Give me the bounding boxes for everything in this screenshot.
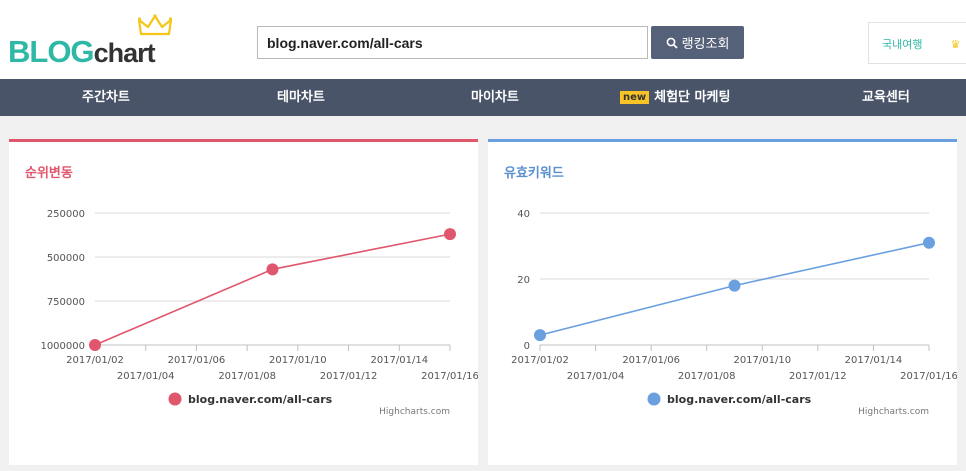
data-point[interactable] bbox=[444, 228, 456, 241]
header: BLOGchart 랭킹조회 국내여행 ♛ bbox=[0, 0, 966, 79]
x-tick-label: 2017/01/08 bbox=[218, 371, 276, 382]
nav-label: 테마차트 bbox=[277, 90, 325, 105]
legend-marker[interactable] bbox=[168, 392, 182, 406]
nav-label: 체험단 마케팅 bbox=[654, 90, 731, 105]
panel-title: 순위변동 bbox=[25, 166, 73, 181]
x-tick-label: 2017/01/04 bbox=[567, 371, 625, 382]
keyword-panel: 유효키워드 0 20 40 2017/01/02 2017/01/04 2017/01/0… bbox=[488, 139, 957, 465]
x-tick-label: 2017/01/16 bbox=[421, 371, 478, 382]
data-point[interactable] bbox=[266, 263, 279, 276]
blogchart-logo[interactable]: BLOGchart bbox=[8, 14, 172, 70]
panel-title: 유효키워드 bbox=[504, 166, 564, 181]
data-point[interactable] bbox=[728, 279, 741, 292]
logo-part-blog: BLOG bbox=[8, 34, 95, 69]
x-tick-label: 2017/01/10 bbox=[269, 355, 327, 366]
main-nav: 주간차트 테마차트 마이차트 new 체험단 마케팅 교육센터 bbox=[0, 79, 966, 116]
rank-lookup-label: 랭킹조회 bbox=[681, 37, 730, 52]
x-tick-label: 2017/01/12 bbox=[789, 371, 847, 382]
blog-url-input[interactable] bbox=[257, 26, 648, 59]
nav-label: 마이차트 bbox=[471, 90, 519, 105]
data-point[interactable] bbox=[923, 236, 935, 249]
nav-weekly-chart[interactable]: 주간차트 bbox=[82, 79, 130, 116]
highcharts-credit[interactable]: Highcharts.com bbox=[379, 407, 450, 417]
nav-education-center[interactable]: 교육센터 bbox=[862, 79, 910, 116]
new-badge: new bbox=[620, 91, 650, 104]
y-tick-label: 20 bbox=[517, 275, 530, 286]
rank-change-panel: 순위변동 250000 500000 750000 1000000 2017/01/02… bbox=[9, 139, 478, 465]
theme-chart-shortcut[interactable]: 국내여행 ♛ bbox=[868, 22, 966, 64]
x-tick-label: 2017/01/08 bbox=[678, 371, 736, 382]
x-tick-label: 2017/01/16 bbox=[900, 371, 957, 382]
x-tick-label: 2017/01/06 bbox=[168, 355, 226, 366]
nav-label: 주간차트 bbox=[82, 90, 130, 105]
data-point[interactable] bbox=[89, 339, 101, 351]
search-icon bbox=[666, 37, 678, 49]
nav-label: 교육센터 bbox=[862, 90, 910, 105]
y-tick-label: 750000 bbox=[47, 297, 85, 308]
nav-experience-marketing[interactable]: new 체험단 마케팅 bbox=[620, 79, 730, 116]
logo-part-chart: chart bbox=[93, 38, 156, 68]
x-tick-label: 2017/01/10 bbox=[733, 355, 791, 366]
x-tick-label: 2017/01/06 bbox=[622, 355, 680, 366]
legend-marker[interactable] bbox=[647, 392, 661, 406]
y-tick-label: 40 bbox=[517, 209, 530, 220]
y-tick-label: 250000 bbox=[47, 209, 85, 220]
x-tick-label: 2017/01/04 bbox=[117, 371, 175, 382]
nav-my-chart[interactable]: 마이차트 bbox=[471, 79, 519, 116]
crown-icon bbox=[138, 14, 172, 36]
keyword-chart: 0 20 40 2017/01/02 2017/01/04 2017/01/06 2017/… bbox=[511, 209, 957, 417]
x-tick-label: 2017/01/02 bbox=[511, 355, 569, 366]
y-tick-label: 0 bbox=[524, 341, 530, 352]
x-tick-label: 2017/01/14 bbox=[370, 355, 428, 366]
theme-chart-label: 국내여행 bbox=[882, 38, 923, 51]
highcharts-credit[interactable]: Highcharts.com bbox=[858, 407, 929, 417]
y-tick-label: 500000 bbox=[47, 253, 85, 264]
logo-text: BLOGchart bbox=[8, 34, 156, 70]
rank-change-chart: 250000 500000 750000 1000000 2017/01/02 2017/… bbox=[40, 209, 478, 417]
rank-lookup-button[interactable]: 랭킹조회 bbox=[651, 26, 744, 59]
x-tick-label: 2017/01/12 bbox=[320, 371, 378, 382]
legend-label[interactable]: blog.naver.com/all-cars bbox=[188, 393, 333, 406]
crown-icon: ♛ bbox=[950, 38, 961, 51]
legend-label[interactable]: blog.naver.com/all-cars bbox=[667, 393, 812, 406]
x-tick-label: 2017/01/02 bbox=[66, 355, 124, 366]
nav-theme-chart[interactable]: 테마차트 bbox=[277, 79, 325, 116]
data-point[interactable] bbox=[534, 329, 546, 342]
series-line bbox=[94, 233, 451, 346]
y-tick-label: 1000000 bbox=[40, 341, 85, 352]
x-tick-label: 2017/01/14 bbox=[845, 355, 903, 366]
